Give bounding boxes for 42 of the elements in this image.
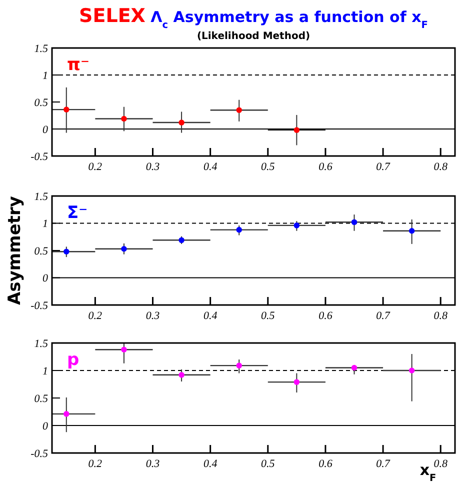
x-tick-label: 0.6: [318, 458, 333, 470]
y-tick-label: 0: [42, 124, 48, 136]
y-tick-label: 0: [42, 420, 48, 432]
x-tick-label: 0.8: [434, 310, 448, 322]
y-tick-label: 1: [42, 218, 48, 230]
x-tick-label: 0.3: [146, 161, 160, 173]
x-tick-label: 0.3: [146, 310, 160, 322]
y-tick-label: 1.5: [34, 190, 48, 203]
x-tick-label: 0.2: [88, 458, 103, 470]
x-tick-label: 0.3: [146, 458, 160, 470]
y-tick-label: -0.5: [30, 300, 48, 312]
x-tick-label: 0.7: [376, 161, 390, 173]
y-tick-label: -0.5: [30, 448, 48, 460]
x-tick-label: 0.5: [261, 458, 276, 470]
chart-subtitle: (Likelihood Method): [196, 31, 310, 42]
x-tick-label: 0.8: [434, 161, 448, 173]
x-tick-label: 0.4: [203, 161, 218, 173]
y-tick-label: 0.5: [34, 96, 48, 109]
x-tick-label: 0.4: [203, 310, 218, 322]
x-tick-label: 0.7: [376, 310, 390, 322]
y-axis-title: Asymmetry: [5, 196, 25, 305]
y-tick-label: 1.5: [34, 338, 48, 350]
series-label: π⁻: [67, 55, 90, 75]
series-label: Σ⁻: [67, 203, 88, 223]
y-tick-label: 0: [42, 272, 48, 285]
y-tick-label: 0.5: [34, 245, 48, 258]
x-tick-label: 0.5: [261, 310, 276, 322]
x-tick-label: 0.5: [261, 161, 276, 173]
x-tick-label: 0.6: [318, 161, 333, 173]
x-tick-label: 0.8: [434, 458, 448, 470]
x-tick-label: 0.2: [88, 161, 103, 173]
x-tick-label: 0.4: [203, 458, 218, 470]
text: p: [67, 350, 80, 370]
y-tick-label: -0.5: [30, 150, 48, 163]
x-tick-label: 0.2: [88, 310, 103, 322]
y-tick-label: 1.5: [34, 42, 48, 55]
x-tick-label: 0.7: [376, 458, 390, 470]
y-tick-label: 0.5: [34, 392, 48, 405]
y-tick-label: 1: [42, 70, 48, 82]
y-tick-label: 1: [42, 365, 48, 378]
x-tick-label: 0.6: [318, 310, 333, 322]
chart-title: SELEX Λ$_{c}$ Asymmetry as a function of x$_{F}$: [79, 5, 428, 30]
